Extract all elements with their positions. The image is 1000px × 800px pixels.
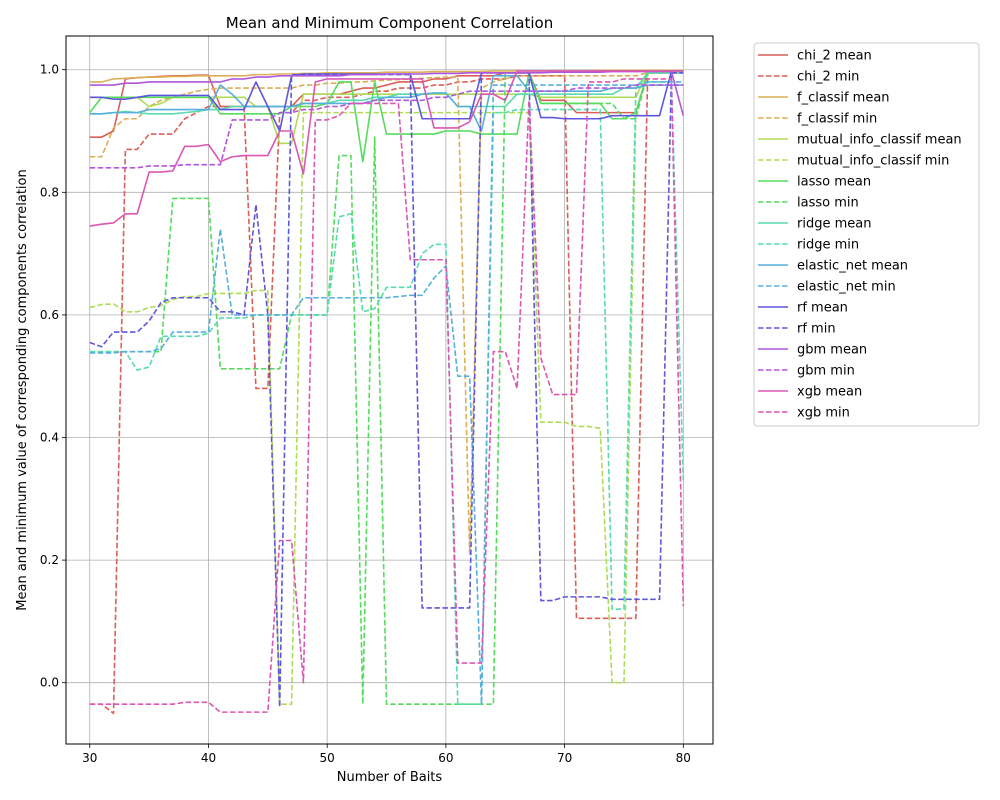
legend-label: f_classif mean <box>797 91 890 106</box>
y-tick-label: 1.0 <box>40 63 59 77</box>
series-line-gbm-min <box>89 84 684 169</box>
series-line-mutual-info-classif-min <box>89 71 684 705</box>
x-tick-label: 60 <box>438 751 453 765</box>
legend-label: lasso min <box>797 196 859 211</box>
series-line-chi-2-min <box>89 71 684 715</box>
y-axis-title: Mean and minimum value of corresponding … <box>15 169 30 610</box>
x-axis-title: Number of Baits <box>337 770 443 785</box>
legend-label: mutual_info_classif mean <box>797 133 962 148</box>
series-line-xgb-mean <box>89 70 684 227</box>
legend-label: gbm min <box>797 364 855 379</box>
legend-box <box>753 42 980 427</box>
x-tick-label: 30 <box>82 751 97 765</box>
legend-label: lasso mean <box>797 175 871 190</box>
chart-title: Mean and Minimum Component Correlation <box>226 14 553 32</box>
series-line-xgb-min <box>89 78 685 713</box>
legend: chi_2 mean chi_2 min f_classif mean f_class… <box>753 42 980 427</box>
y-tick-label: 0.0 <box>40 676 59 690</box>
series-line-lasso-min <box>89 71 684 705</box>
series-line-f-classif-min <box>89 71 684 555</box>
series-line-rf-min <box>89 71 684 709</box>
legend-label: chi_2 min <box>797 70 859 85</box>
series-line-gbm-mean <box>89 70 685 116</box>
legend-label: gbm mean <box>797 343 867 358</box>
legend-label: mutual_info_classif min <box>797 154 949 169</box>
legend-label: elastic_net min <box>797 280 896 295</box>
x-tick-label: 80 <box>676 751 691 765</box>
legend-label: xgb min <box>797 406 850 421</box>
x-tick-label: 70 <box>557 751 572 765</box>
series-line-ridge-min <box>89 81 685 705</box>
y-tick-label: 0.8 <box>40 185 59 199</box>
legend-label: ridge mean <box>797 217 871 232</box>
legend-label: elastic_net mean <box>797 259 908 274</box>
x-tick-label: 40 <box>201 751 216 765</box>
x-tick-label: 50 <box>320 751 335 765</box>
y-tick-label: 0.4 <box>40 431 59 445</box>
legend-label: rf mean <box>797 301 848 316</box>
y-tick-label: 0.2 <box>40 553 59 567</box>
y-tick-label: 0.6 <box>40 308 59 322</box>
series-line-elastic-net-min <box>89 81 684 705</box>
legend-label: xgb mean <box>797 385 862 400</box>
legend-label: ridge min <box>797 238 859 253</box>
grid <box>66 36 713 744</box>
plot-area <box>89 69 685 715</box>
legend-label: f_classif min <box>797 112 877 127</box>
legend-label: chi_2 mean <box>797 49 872 64</box>
legend-label: rf min <box>797 322 836 337</box>
axes-frame <box>65 35 714 745</box>
ticks: 30 40 50 60 70 80 0.0 0.2 0.4 0.6 0.8 1.0 <box>40 63 691 765</box>
series-line-elastic-net-mean <box>89 75 684 132</box>
